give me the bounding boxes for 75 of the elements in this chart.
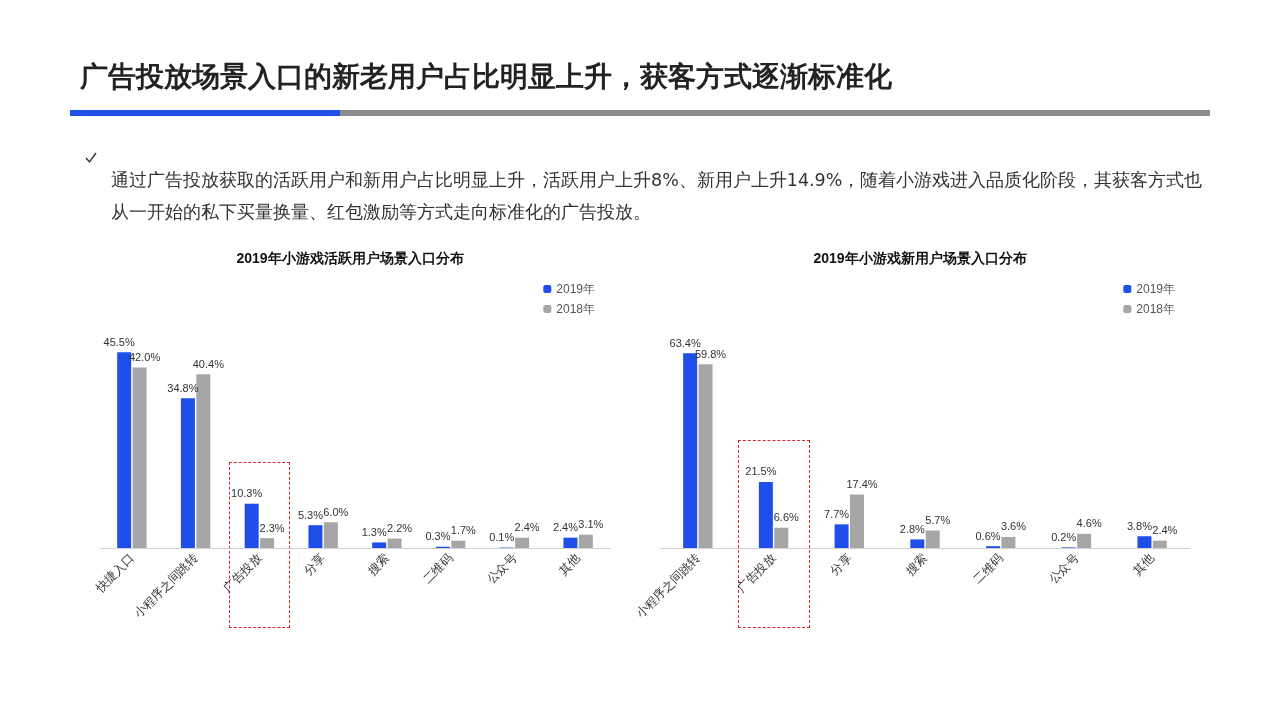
x-tick-label: 搜索 <box>903 551 930 578</box>
x-tick-label: 分享 <box>301 551 329 578</box>
text: 广告投放场景入口的新老用户占比明显上升，获客方式逐渐标准化 <box>80 59 892 95</box>
data-label: 6.6% <box>773 511 800 524</box>
bar <box>1137 536 1152 548</box>
chart-title: 2019年小游戏活跃用户场景入口分布 <box>236 250 464 266</box>
legend-label: 2019年 <box>1136 282 1176 296</box>
bar <box>515 537 530 548</box>
data-label: 6.0% <box>323 505 349 518</box>
data-label: 59.8% <box>694 347 727 360</box>
x-tick-label: 二维码 <box>970 551 1006 587</box>
legend-label: 2018年 <box>1136 302 1176 316</box>
data-label: 2.4% <box>514 521 540 534</box>
data-label: 5.7% <box>925 513 951 526</box>
bar <box>698 364 713 548</box>
x-tick-label: 快捷入口 <box>92 551 137 596</box>
x-tick-label: 小程序之间跳转 <box>633 551 703 621</box>
data-label: 1.3% <box>361 525 387 538</box>
data-label: 3.6% <box>1000 520 1027 533</box>
data-label: 1.7% <box>450 524 477 537</box>
text: 通过广告投放获取的活跃用户和新用户占比明显上升，活跃用户上升8%、新用户上升14.9%，随着小游戏进入品质化阶段，其获客方式也从一开始的私下买量换量、红包激励等方式走向标准化的广告投放。 <box>111 169 1204 224</box>
data-label: 2.4% <box>552 521 579 534</box>
bar <box>834 524 849 548</box>
bar <box>925 530 940 548</box>
x-tick-label: 其他 <box>556 551 584 578</box>
bar <box>196 374 211 548</box>
data-label: 7.7% <box>824 507 850 520</box>
bar <box>563 537 578 548</box>
bar <box>372 542 387 548</box>
data-label: 0.3% <box>425 530 451 543</box>
data-label: 40.4% <box>192 357 225 370</box>
bar <box>323 522 338 548</box>
bar <box>132 367 147 548</box>
x-tick-label: 分享 <box>827 551 855 578</box>
bar <box>910 539 925 548</box>
data-label: 0.1% <box>489 531 515 544</box>
x-tick-label: 其他 <box>1130 551 1158 578</box>
data-label: 4.6% <box>1076 517 1102 530</box>
bar <box>758 481 773 548</box>
bar <box>849 494 864 548</box>
x-tick-label: 搜索 <box>364 551 392 578</box>
bar <box>1001 536 1016 548</box>
x-tick-label: 公众号 <box>1046 551 1082 587</box>
bar <box>451 540 466 548</box>
x-tick-label: 广告投放 <box>734 551 779 595</box>
bar <box>1077 533 1092 548</box>
data-label: 2.8% <box>899 522 926 535</box>
data-label: 2.2% <box>387 522 413 535</box>
bar <box>308 525 323 548</box>
bar <box>260 538 275 548</box>
data-label: 21.5% <box>745 465 777 478</box>
chart-title: 2019年小游戏新用户场景入口分布 <box>813 250 1027 266</box>
x-tick-label: 广告投放 <box>220 551 265 595</box>
data-label: 0.2% <box>1051 530 1077 543</box>
data-label: 2.3% <box>259 521 285 534</box>
data-label: 3.1% <box>578 518 604 531</box>
x-tick-label: 公众号 <box>483 551 520 587</box>
data-label: 34.8% <box>167 381 199 394</box>
bar <box>244 503 259 548</box>
data-label: 63.4% <box>669 336 701 349</box>
legend-label: 2019年 <box>556 282 596 296</box>
data-label: 45.5% <box>103 335 135 348</box>
legend-label: 2018年 <box>556 302 596 316</box>
bar <box>387 538 402 548</box>
data-label: 0.6% <box>975 529 1001 542</box>
data-label: 5.3% <box>297 508 324 521</box>
bar <box>180 398 195 548</box>
data-label: 3.8% <box>1126 519 1153 532</box>
x-tick-label: 二维码 <box>420 551 456 587</box>
bar <box>1152 540 1167 548</box>
data-label: 2.4% <box>1152 524 1178 537</box>
data-label: 17.4% <box>846 478 878 491</box>
data-label: 10.3% <box>231 487 263 500</box>
bar <box>774 527 789 548</box>
bar <box>578 534 593 548</box>
